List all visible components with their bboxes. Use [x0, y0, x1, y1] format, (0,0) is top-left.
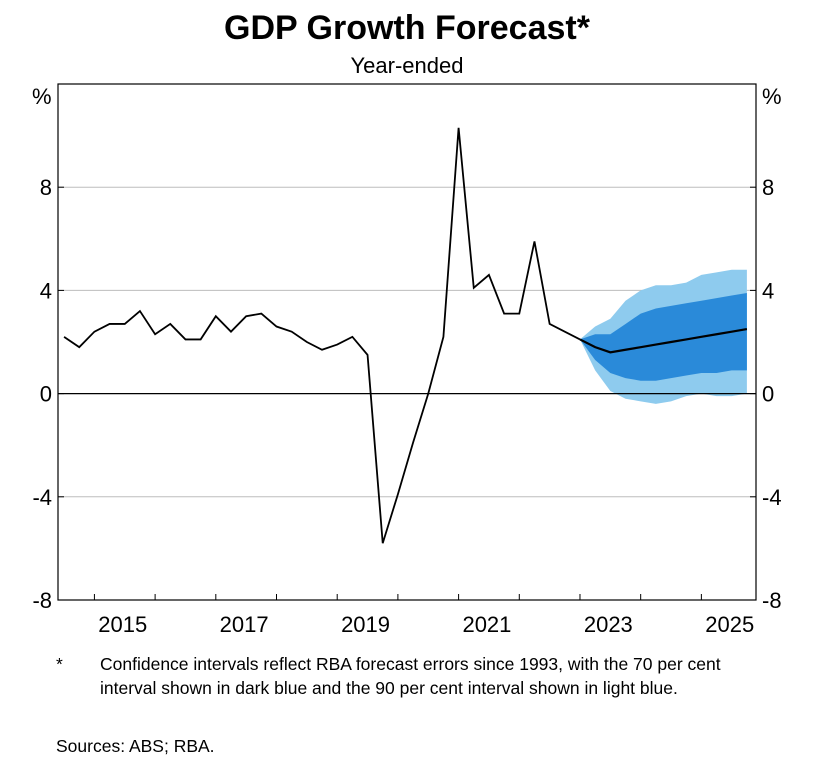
y-axis-unit-left: %: [32, 84, 52, 109]
y-tick-label-left: 8: [40, 175, 52, 200]
series-lines: [63, 127, 748, 544]
y-tick-label-left: -8: [32, 588, 52, 613]
y-tick-label-right: 0: [762, 382, 774, 407]
x-tick-label: 2023: [584, 612, 633, 637]
plot-frame: [57, 83, 757, 601]
y-axis-unit-right: %: [762, 84, 782, 109]
confidence-bands: [579, 269, 747, 404]
x-tick-label: 2025: [705, 612, 754, 637]
sources-note: Sources: ABS; RBA.: [56, 736, 215, 756]
x-tick-label: 2017: [220, 612, 269, 637]
footnote-text: Confidence intervals reflect RBA forecas…: [100, 654, 721, 698]
x-tick-label: 2021: [462, 612, 511, 637]
chart-title: GDP Growth Forecast*: [224, 9, 591, 47]
series-line-forecast: [579, 328, 748, 354]
axis-labels: -8 -8 -4 -4 0 0 4 4 8 8 2015 2017 2019 2021 2023 2025: [32, 175, 781, 637]
y-tick-label-right: 8: [762, 175, 774, 200]
chart-subtitle: Year-ended: [351, 53, 464, 78]
y-tick-label-left: -4: [32, 485, 52, 510]
y-tick-label-right: 4: [762, 278, 774, 303]
y-tick-label-left: 4: [40, 278, 52, 303]
series-line-actual: [63, 127, 581, 544]
confidence-band-70: [579, 292, 747, 381]
gridlines: [58, 186, 756, 498]
axis-ticks: [58, 186, 756, 601]
y-tick-label-right: -8: [762, 588, 782, 613]
y-tick-label-right: -4: [762, 485, 782, 510]
x-tick-label: 2019: [341, 612, 390, 637]
x-tick-label: 2015: [98, 612, 147, 637]
chart: GDP Growth Forecast* Year-ended % % -8 -8…: [32, 9, 782, 637]
footnote-marker: *: [56, 654, 63, 674]
y-tick-label-left: 0: [40, 382, 52, 407]
